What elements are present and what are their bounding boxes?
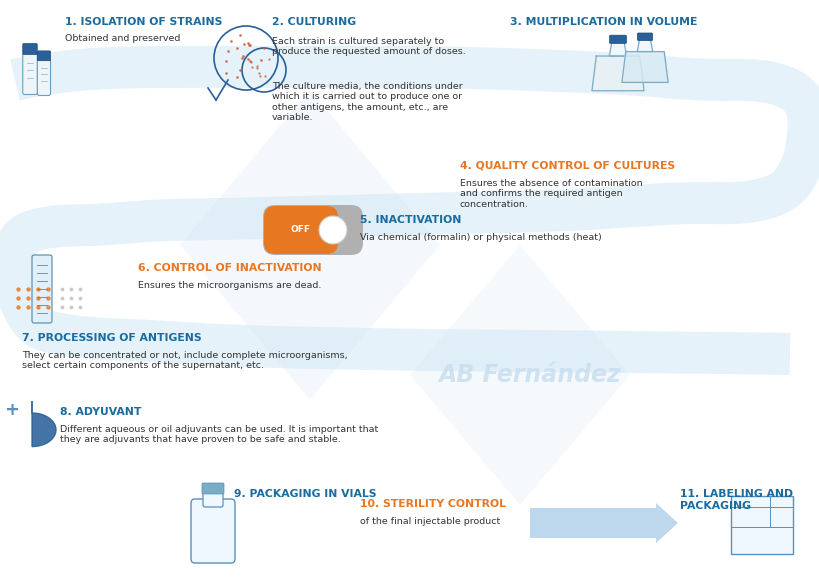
Text: 3. MULTIPLICATION IN VOLUME: 3. MULTIPLICATION IN VOLUME xyxy=(509,17,696,27)
Polygon shape xyxy=(636,40,652,51)
FancyBboxPatch shape xyxy=(191,499,235,563)
FancyBboxPatch shape xyxy=(201,483,224,494)
Text: +: + xyxy=(4,401,20,419)
Text: of the final injectable product: of the final injectable product xyxy=(360,517,500,526)
Polygon shape xyxy=(621,51,667,82)
Text: The culture media, the conditions under
which it is carried out to produce one o: The culture media, the conditions under … xyxy=(272,82,462,122)
Text: 7. PROCESSING OF ANTIGENS: 7. PROCESSING OF ANTIGENS xyxy=(22,333,201,343)
FancyBboxPatch shape xyxy=(609,35,626,43)
FancyBboxPatch shape xyxy=(263,205,363,255)
Polygon shape xyxy=(410,245,629,505)
Text: OFF: OFF xyxy=(291,225,310,235)
FancyBboxPatch shape xyxy=(264,206,337,254)
Circle shape xyxy=(319,216,346,244)
FancyBboxPatch shape xyxy=(32,255,52,323)
Text: AB Fernández: AB Fernández xyxy=(438,363,621,387)
Polygon shape xyxy=(32,401,56,446)
FancyBboxPatch shape xyxy=(23,43,37,54)
Text: 8. ADYUVANT: 8. ADYUVANT xyxy=(60,407,141,417)
FancyArrow shape xyxy=(529,503,677,543)
FancyBboxPatch shape xyxy=(636,33,652,40)
FancyBboxPatch shape xyxy=(203,489,223,507)
Polygon shape xyxy=(609,42,626,56)
Text: Each strain is cultured separately to
produce the requested amount of doses.: Each strain is cultured separately to pr… xyxy=(272,37,465,56)
Text: 11. LABELING AND
PACKAGING: 11. LABELING AND PACKAGING xyxy=(679,489,792,511)
Polygon shape xyxy=(0,46,819,375)
FancyBboxPatch shape xyxy=(38,51,51,61)
Text: Obtained and preserved: Obtained and preserved xyxy=(65,34,180,43)
Text: Ensures the microorganisms are dead.: Ensures the microorganisms are dead. xyxy=(138,281,321,290)
FancyBboxPatch shape xyxy=(730,496,792,554)
Text: Different aqueous or oil adjuvants can be used. It is important that
they are ad: Different aqueous or oil adjuvants can b… xyxy=(60,425,378,445)
Polygon shape xyxy=(591,56,643,91)
FancyBboxPatch shape xyxy=(38,59,51,95)
Text: 4. QUALITY CONTROL OF CULTURES: 4. QUALITY CONTROL OF CULTURES xyxy=(459,161,674,171)
Text: 9. PACKAGING IN VIALS: 9. PACKAGING IN VIALS xyxy=(233,489,376,499)
Polygon shape xyxy=(180,90,440,400)
Text: Ensures the absence of contamination
and confirms the required antigen
concentra: Ensures the absence of contamination and… xyxy=(459,179,642,209)
Text: 5. INACTIVATION: 5. INACTIVATION xyxy=(360,215,461,225)
Text: Via chemical (formalin) or physical methods (heat): Via chemical (formalin) or physical meth… xyxy=(360,233,601,242)
Text: 1. ISOLATION OF STRAINS: 1. ISOLATION OF STRAINS xyxy=(65,17,222,27)
FancyBboxPatch shape xyxy=(23,53,37,95)
Text: 10. STERILITY CONTROL: 10. STERILITY CONTROL xyxy=(360,499,505,509)
Text: 6. CONTROL OF INACTIVATION: 6. CONTROL OF INACTIVATION xyxy=(138,263,321,273)
Text: They can be concentrated or not, include complete microorganisms,
select certain: They can be concentrated or not, include… xyxy=(22,351,347,370)
Text: 2. CULTURING: 2. CULTURING xyxy=(272,17,355,27)
